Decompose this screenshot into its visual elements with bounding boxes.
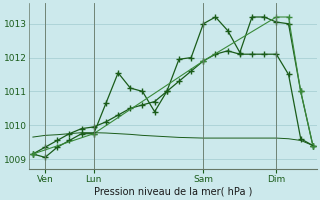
X-axis label: Pression niveau de la mer( hPa ): Pression niveau de la mer( hPa )	[94, 187, 252, 197]
